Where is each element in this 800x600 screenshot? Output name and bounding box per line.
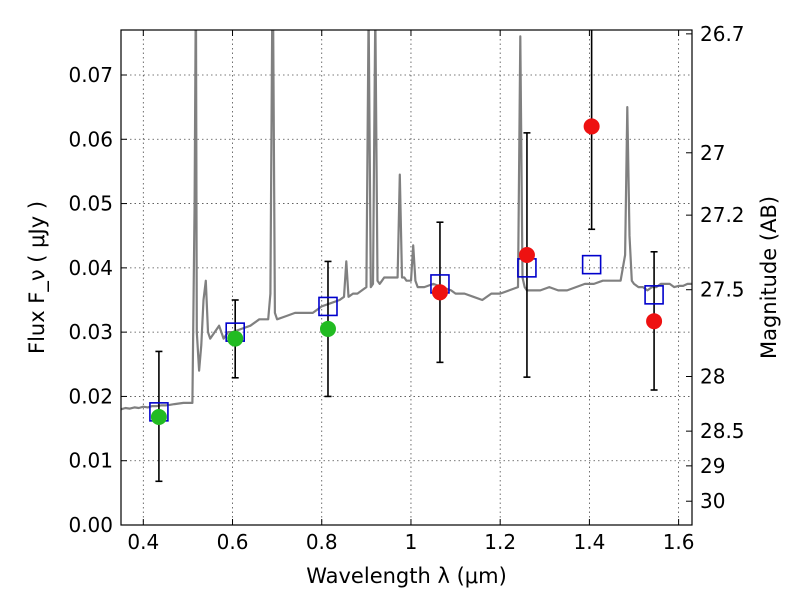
model-photometry-square [581, 254, 602, 275]
x-tick-label: 0.6 [217, 530, 249, 554]
x-tick-label: 1.4 [573, 530, 605, 554]
x-tick-label: 1.2 [484, 530, 516, 554]
y-axis-label: Flux F_ν ( μJy ) [25, 201, 50, 354]
observed-points-layer [150, 118, 663, 425]
y-tick-label: 0.02 [68, 384, 113, 408]
y-tick-label: 0.04 [68, 256, 113, 280]
model-photometry-square [318, 296, 338, 317]
observed-point [150, 409, 167, 425]
x-tick-label: 1.6 [663, 530, 695, 554]
model-photometry-square [644, 285, 664, 305]
y-tick-label: 0.07 [68, 63, 113, 87]
observed-point [431, 284, 448, 301]
model-spectrum-line [121, 30, 692, 411]
right-tick-label: 30 [700, 489, 725, 513]
right-tick-label: 26.7 [700, 22, 745, 46]
y-tick-label: 0.03 [68, 320, 113, 344]
x-tick-label: 1 [405, 530, 418, 554]
y-tick-label: 0.06 [68, 127, 113, 151]
grid [121, 30, 692, 526]
x-axis-label: Wavelength λ (μm) [306, 564, 507, 588]
y-tick-label: 0.00 [68, 513, 113, 537]
right-tick-label: 27.2 [700, 203, 745, 227]
right-tick-label: 28.5 [700, 419, 745, 443]
x-tick-label: 0.4 [127, 530, 159, 554]
right-tick-label: 29 [700, 454, 725, 478]
y-tick-label: 0.05 [68, 192, 113, 216]
observed-point [518, 247, 535, 263]
observed-point [319, 320, 336, 337]
spectrum-layer [121, 30, 692, 411]
x-tick-label: 0.8 [306, 530, 338, 554]
right-tick-label: 27 [700, 141, 725, 165]
observed-point [646, 313, 663, 330]
observed-point [583, 118, 600, 135]
observed-point [227, 330, 244, 347]
tick-layer: 0.4 0.6 0.8 1 1.2 1.4 1.6 0.00 0.01 0.02 0.03 0.04 0… [68, 22, 744, 554]
plot-frame [120, 29, 693, 526]
errorbar-layer [155, 30, 658, 483]
right-tick-label: 28 [700, 365, 725, 389]
right-axis-label: Magnitude (AB) [757, 196, 781, 359]
right-tick-label: 27.5 [700, 278, 745, 302]
y-tick-label: 0.01 [68, 449, 113, 473]
